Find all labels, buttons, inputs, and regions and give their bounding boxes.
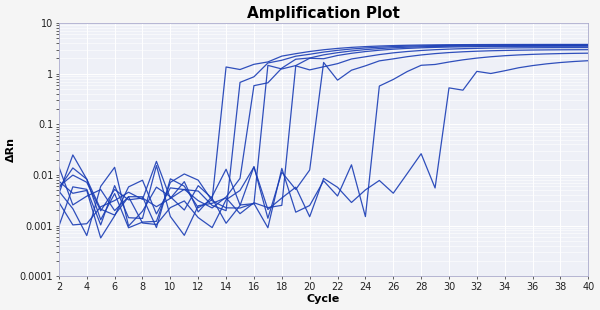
Title: Amplification Plot: Amplification Plot bbox=[247, 6, 400, 20]
X-axis label: Cycle: Cycle bbox=[307, 294, 340, 304]
Y-axis label: ΔRn: ΔRn bbox=[5, 137, 16, 162]
